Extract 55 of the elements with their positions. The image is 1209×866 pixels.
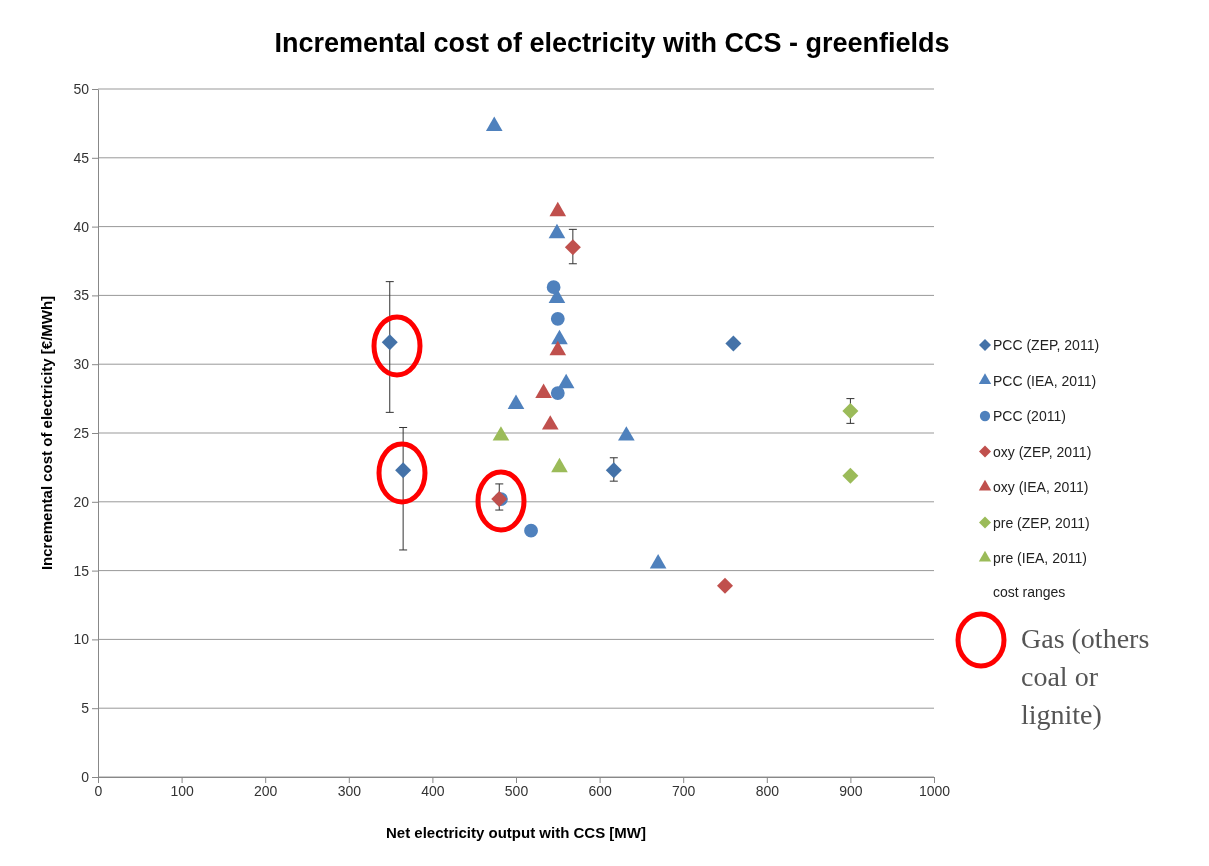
legend-label: pre (IEA, 2011) xyxy=(993,550,1087,566)
y-tick-label: 30 xyxy=(73,356,90,373)
text: cost ranges xyxy=(993,583,1066,600)
legend-label: PCC (2011) xyxy=(993,408,1066,424)
point xyxy=(524,523,538,538)
x-tick-label: 500 xyxy=(504,782,529,799)
y-tick-label: 0 xyxy=(81,768,90,785)
point xyxy=(492,426,510,441)
y-tick-label: 20 xyxy=(73,493,90,510)
y-axis-title: Incremental cost of electricity [€/MWh] xyxy=(38,295,55,571)
x-tick-label: 900 xyxy=(839,782,863,799)
point xyxy=(549,201,567,217)
x-tick-label: 1000 xyxy=(918,782,951,799)
x-tick-label: 800 xyxy=(755,782,780,799)
y-tick-label: 50 xyxy=(73,80,90,97)
x-tick-label: 300 xyxy=(337,782,362,799)
x-tick-label: 400 xyxy=(421,782,445,799)
point xyxy=(485,116,503,131)
legend-label: oxy (ZEP, 2011) xyxy=(993,443,1092,460)
y-tick-label: 40 xyxy=(73,218,90,235)
y-tick-label: 15 xyxy=(73,562,90,579)
point xyxy=(551,457,568,473)
y-tick-label: 45 xyxy=(73,149,90,166)
point xyxy=(618,426,635,441)
point xyxy=(550,311,565,326)
y-tick-label: 35 xyxy=(73,287,90,304)
x-tick-label: 100 xyxy=(170,782,194,799)
point xyxy=(605,462,622,479)
point xyxy=(842,467,859,484)
point xyxy=(551,329,568,345)
point xyxy=(550,386,565,400)
x-axis-title: Net electricity output with CCS [MW] xyxy=(386,824,646,841)
text: Gas (others coal or lignite) xyxy=(1021,623,1150,730)
x-tick-label: 0 xyxy=(94,782,103,799)
y-tick-label: 25 xyxy=(73,424,90,441)
chart-title: Incremental cost of electricity with CCS - greenfields xyxy=(274,28,950,58)
legend-label: PCC (IEA, 2011) xyxy=(993,372,1097,389)
point xyxy=(842,402,859,419)
point xyxy=(541,415,559,430)
point xyxy=(507,394,525,409)
legend-label: PCC (ZEP, 2011) xyxy=(993,337,1100,353)
y-tick-label: 10 xyxy=(73,631,90,648)
point xyxy=(649,554,667,569)
legend-label: oxy (IEA, 2011) xyxy=(993,479,1089,495)
x-tick-label: 600 xyxy=(588,782,612,799)
point xyxy=(549,340,567,356)
point xyxy=(535,383,552,398)
point xyxy=(717,577,733,594)
legend-label: pre (ZEP, 2011) xyxy=(993,514,1090,531)
point xyxy=(725,335,742,352)
x-tick-label: 200 xyxy=(254,782,278,799)
point xyxy=(557,373,575,389)
y-tick-label: 5 xyxy=(81,700,90,717)
point xyxy=(548,223,566,239)
x-tick-label: 700 xyxy=(672,782,696,799)
